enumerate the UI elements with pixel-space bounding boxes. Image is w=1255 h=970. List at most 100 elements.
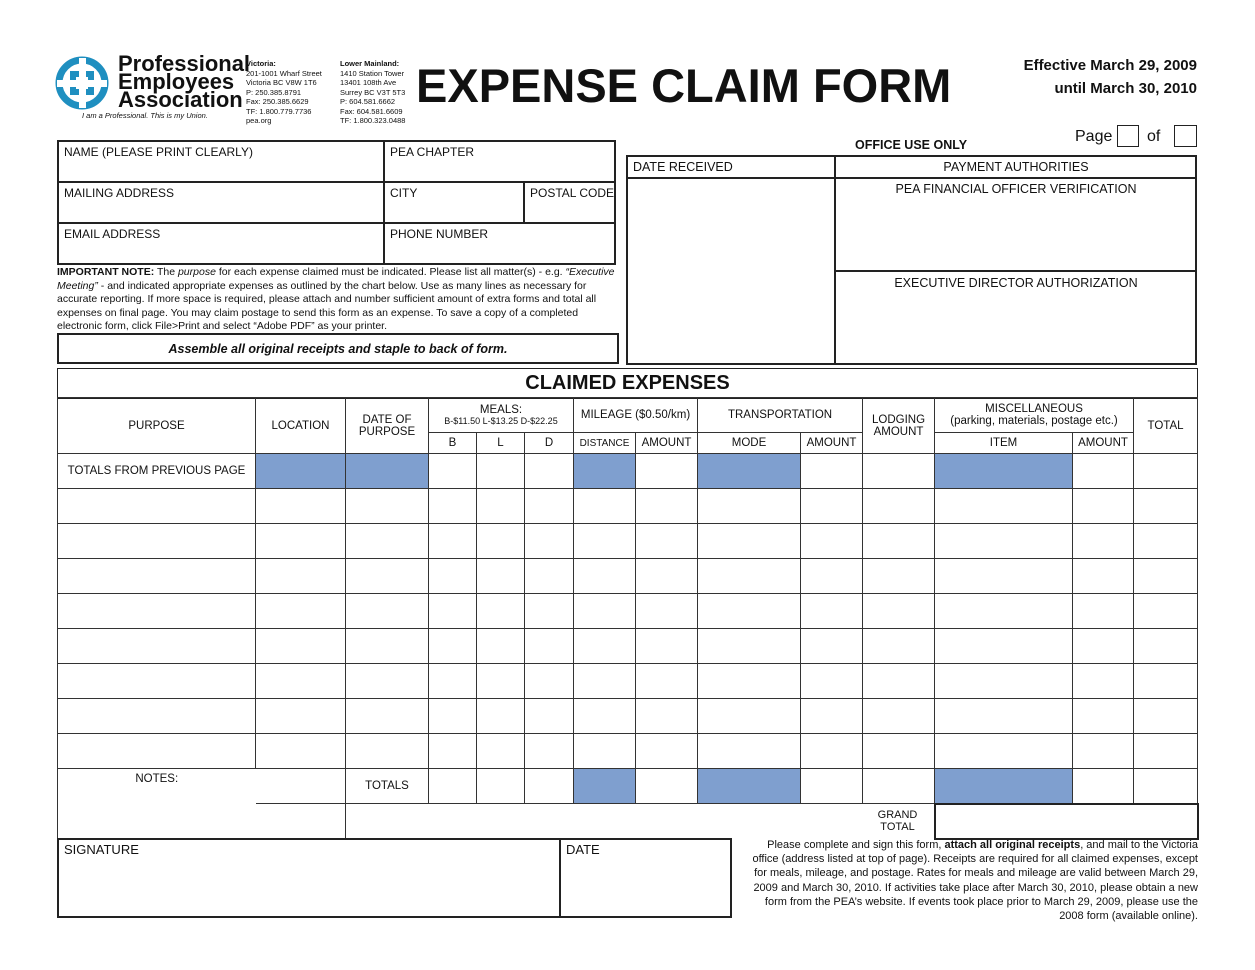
expense-cell[interactable] <box>428 558 477 594</box>
expense-cell[interactable] <box>697 698 802 734</box>
expense-cell[interactable] <box>697 558 802 594</box>
expense-cell[interactable] <box>524 593 574 629</box>
expense-cell[interactable] <box>573 663 636 699</box>
expense-cell[interactable] <box>697 523 802 559</box>
expense-cell[interactable] <box>862 593 936 629</box>
expense-cell[interactable] <box>428 593 477 629</box>
expense-cell[interactable] <box>800 593 864 629</box>
expense-cell[interactable] <box>934 523 1074 559</box>
expense-cell[interactable] <box>634 628 699 664</box>
chapter-field[interactable]: PEA CHAPTER <box>390 145 475 159</box>
expense-cell[interactable] <box>524 488 574 524</box>
expense-cell[interactable] <box>862 663 936 699</box>
expense-cell[interactable] <box>934 593 1074 629</box>
expense-cell[interactable] <box>57 558 256 594</box>
expense-cell[interactable] <box>476 488 525 524</box>
expense-cell[interactable] <box>934 488 1074 524</box>
expense-cell[interactable] <box>800 523 864 559</box>
expense-cell[interactable] <box>573 733 636 769</box>
expense-cell[interactable] <box>1072 663 1135 699</box>
expense-cell[interactable] <box>345 663 429 699</box>
expense-cell[interactable] <box>634 558 699 594</box>
expense-cell[interactable] <box>57 488 256 524</box>
expense-cell[interactable] <box>1133 663 1199 699</box>
expense-cell[interactable] <box>800 488 864 524</box>
expense-cell[interactable] <box>573 698 636 734</box>
expense-cell[interactable] <box>428 733 477 769</box>
expense-cell[interactable] <box>1133 488 1199 524</box>
expense-cell[interactable] <box>697 733 802 769</box>
expense-cell[interactable] <box>524 663 574 699</box>
expense-cell[interactable] <box>345 488 429 524</box>
expense-cell[interactable] <box>934 663 1074 699</box>
expense-cell[interactable] <box>345 523 429 559</box>
expense-cell[interactable] <box>255 488 346 524</box>
expense-cell[interactable] <box>428 663 477 699</box>
expense-cell[interactable] <box>934 558 1074 594</box>
expense-cell[interactable] <box>573 593 636 629</box>
name-field[interactable]: NAME (PLEASE PRINT CLEARLY) <box>64 145 253 159</box>
expense-cell[interactable] <box>476 558 525 594</box>
expense-cell[interactable] <box>634 698 699 734</box>
postal-code-field[interactable]: POSTAL CODE <box>530 186 615 200</box>
grand-total-field[interactable] <box>933 802 1199 840</box>
notes-field[interactable]: NOTES: <box>57 768 256 839</box>
expense-cell[interactable] <box>1133 628 1199 664</box>
expense-cell[interactable] <box>862 698 936 734</box>
expense-cell[interactable] <box>255 593 346 629</box>
expense-cell[interactable] <box>476 523 525 559</box>
expense-cell[interactable] <box>573 558 636 594</box>
expense-cell[interactable] <box>862 558 936 594</box>
expense-cell[interactable] <box>428 698 477 734</box>
expense-cell[interactable] <box>634 733 699 769</box>
expense-cell[interactable] <box>428 488 477 524</box>
expense-cell[interactable] <box>1133 698 1199 734</box>
expense-cell[interactable] <box>697 663 802 699</box>
expense-cell[interactable] <box>800 663 864 699</box>
expense-cell[interactable] <box>57 593 256 629</box>
expense-cell[interactable] <box>1133 523 1199 559</box>
expense-cell[interactable] <box>428 628 477 664</box>
expense-cell[interactable] <box>345 733 429 769</box>
expense-cell[interactable] <box>1072 488 1135 524</box>
expense-cell[interactable] <box>345 593 429 629</box>
expense-cell[interactable] <box>697 593 802 629</box>
date-field[interactable]: DATE <box>566 842 600 857</box>
expense-cell[interactable] <box>57 523 256 559</box>
expense-cell[interactable] <box>57 733 256 769</box>
expense-cell[interactable] <box>862 628 936 664</box>
expense-cell[interactable] <box>476 698 525 734</box>
expense-cell[interactable] <box>428 523 477 559</box>
expense-cell[interactable] <box>476 593 525 629</box>
page-number-field[interactable] <box>1117 125 1139 147</box>
expense-cell[interactable] <box>697 488 802 524</box>
phone-field[interactable]: PHONE NUMBER <box>390 227 489 241</box>
signature-field[interactable]: SIGNATURE <box>64 842 139 857</box>
expense-cell[interactable] <box>476 733 525 769</box>
expense-cell[interactable] <box>1133 593 1199 629</box>
expense-cell[interactable] <box>634 593 699 629</box>
expense-cell[interactable] <box>697 628 802 664</box>
expense-cell[interactable] <box>255 558 346 594</box>
expense-cell[interactable] <box>1133 733 1199 769</box>
expense-cell[interactable] <box>255 663 346 699</box>
expense-cell[interactable] <box>524 558 574 594</box>
city-field[interactable]: CITY <box>390 186 418 200</box>
expense-cell[interactable] <box>345 558 429 594</box>
expense-cell[interactable] <box>255 698 346 734</box>
expense-cell[interactable] <box>1072 698 1135 734</box>
expense-cell[interactable] <box>862 488 936 524</box>
expense-cell[interactable] <box>1133 558 1199 594</box>
expense-cell[interactable] <box>800 558 864 594</box>
expense-cell[interactable] <box>1072 593 1135 629</box>
expense-cell[interactable] <box>634 488 699 524</box>
expense-cell[interactable] <box>255 628 346 664</box>
expense-cell[interactable] <box>634 663 699 699</box>
expense-cell[interactable] <box>934 733 1074 769</box>
expense-cell[interactable] <box>862 523 936 559</box>
expense-cell[interactable] <box>800 698 864 734</box>
expense-cell[interactable] <box>345 698 429 734</box>
expense-cell[interactable] <box>800 733 864 769</box>
email-field[interactable]: EMAIL ADDRESS <box>64 227 161 241</box>
expense-cell[interactable] <box>634 523 699 559</box>
